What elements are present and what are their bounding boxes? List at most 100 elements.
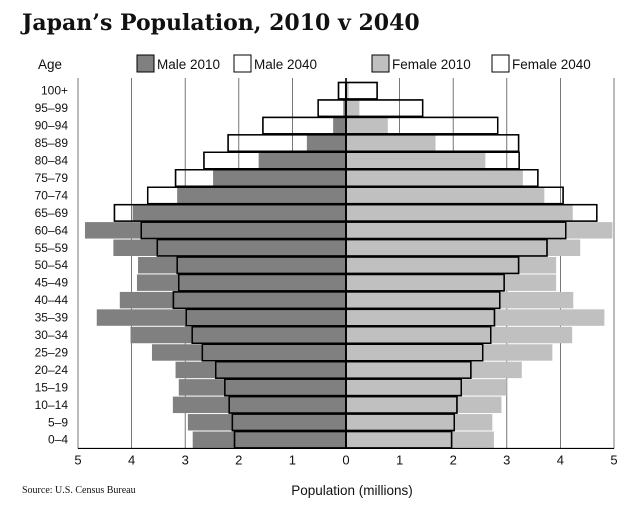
bar-male-2010	[333, 117, 346, 134]
bar-female-2040	[345, 413, 455, 432]
bar-female-2040	[345, 308, 496, 327]
bar-male-2010	[192, 431, 346, 448]
age-tick-label: 35–39	[35, 311, 69, 325]
age-tick-label: 95–99	[35, 101, 69, 115]
bar-female-2010	[346, 291, 574, 309]
bar-male-2010	[306, 134, 346, 152]
bar-female-2040	[345, 169, 539, 187]
bar-female-2040	[345, 378, 462, 397]
bar-male-2010	[84, 222, 346, 239]
bar-female-2040	[345, 116, 499, 135]
bar-female-2040	[345, 81, 378, 100]
x-tick-label: 2	[235, 452, 242, 467]
bar-female-2040	[345, 221, 567, 240]
bar-male-2040	[231, 413, 347, 432]
x-axis-title: Population (millions)	[291, 483, 413, 498]
age-tick-label: 20–24	[35, 363, 69, 377]
age-tick-label: 45–49	[35, 276, 69, 290]
x-tick-label: 4	[128, 452, 135, 467]
bar-female-2010	[346, 169, 523, 187]
legend: Age Male 2010 Male 2040 Female 2010 Fema…	[38, 54, 591, 73]
bar-male-2040	[176, 256, 347, 275]
bar-male-2040	[201, 343, 347, 362]
bar-female-2040	[345, 134, 520, 153]
x-tick-label: 0	[342, 452, 349, 467]
bar-male-2040	[140, 221, 347, 240]
bar-male-2040	[156, 238, 347, 257]
bar-male-2010	[175, 361, 346, 379]
bar-male-2040	[172, 291, 347, 310]
bar-female-2010	[346, 99, 360, 117]
bar-male-2010	[178, 379, 346, 396]
bar-female-2010	[346, 396, 502, 414]
age-tick-label: 65–69	[35, 206, 69, 220]
age-tick-label: 30–34	[35, 328, 69, 342]
legend-label-female-2010: Female 2010	[392, 57, 471, 72]
bar-male-2040	[262, 116, 347, 135]
age-tick-label: 60–64	[35, 223, 69, 237]
bar-male-2010	[172, 396, 346, 414]
bar-male-2040	[215, 361, 347, 379]
bar-male-2040	[233, 430, 347, 449]
age-tick-label: 100+	[41, 84, 68, 98]
legend-label-female-2040: Female 2040	[512, 57, 591, 72]
age-tick-label: 10–14	[35, 398, 69, 412]
bar-female-2040	[345, 395, 458, 414]
bar-male-2010	[151, 344, 346, 361]
bar-female-2040	[345, 203, 598, 222]
age-tick-label: 25–29	[35, 345, 69, 359]
bar-female-2040	[345, 361, 472, 379]
bar-male-2040	[113, 203, 347, 222]
age-tick-label: 75–79	[35, 171, 69, 185]
bar-male-2010	[130, 326, 346, 344]
bar-female-2010	[346, 431, 494, 448]
bar-female-2010	[346, 187, 545, 204]
age-tick-label: 70–74	[35, 188, 69, 202]
bar-male-2040	[228, 395, 347, 414]
bar-male-2040	[191, 326, 347, 344]
x-tick-label: 1	[396, 452, 403, 467]
bar-female-2010	[346, 309, 605, 326]
legend-label-male-2040: Male 2040	[254, 57, 317, 72]
bar-male-2010	[96, 309, 346, 326]
bar-male-2010	[132, 204, 346, 222]
bar-female-2010	[346, 82, 349, 99]
age-tick-label: 15–19	[35, 380, 69, 394]
x-tick-label: 5	[74, 452, 81, 467]
x-tick-label: 3	[503, 452, 510, 467]
bar-female-2040	[345, 273, 505, 292]
legend-swatch-female-2010	[371, 54, 390, 73]
bar-female-2040	[345, 186, 564, 205]
bar-female-2010	[346, 361, 522, 379]
bar-male-2040	[174, 169, 347, 187]
bar-female-2040	[345, 99, 424, 118]
legend-label-male-2010: Male 2010	[157, 57, 220, 72]
bar-female-2010	[346, 239, 581, 256]
bar-female-2010	[346, 257, 557, 274]
bar-female-2010	[346, 117, 388, 134]
bar-female-2040	[345, 291, 501, 310]
bar-male-2040	[178, 273, 347, 292]
x-tick-label: 4	[557, 452, 564, 467]
age-tick-label: 5–9	[48, 415, 68, 429]
age-tick-label: 50–54	[35, 258, 69, 272]
legend-swatch-male-2040	[233, 54, 252, 73]
bar-female-2010	[346, 134, 436, 152]
chart-title: Japan’s Population, 2010 v 2040	[20, 10, 420, 36]
age-axis-title: Age	[38, 57, 62, 72]
bar-female-2010	[346, 379, 507, 396]
age-tick-label: 40–44	[35, 293, 69, 307]
bar-male-2040	[146, 186, 347, 205]
bar-male-2010	[343, 99, 346, 117]
bar-male-2040	[227, 134, 347, 153]
bar-male-2040	[203, 151, 347, 170]
legend-swatch-male-2010	[136, 54, 155, 73]
bar-male-2010	[113, 239, 346, 256]
plot-area: 100+ 95–99 90–94 85–89 80–84 75–79 70–74 65–69 6…	[35, 78, 618, 467]
x-tick-label: 5	[610, 452, 617, 467]
bar-female-2010	[346, 204, 573, 222]
bar-male-2010	[213, 169, 346, 187]
age-tick-label: 0–4	[48, 433, 68, 447]
x-tick-label: 2	[450, 452, 457, 467]
bar-male-2010	[119, 291, 346, 309]
